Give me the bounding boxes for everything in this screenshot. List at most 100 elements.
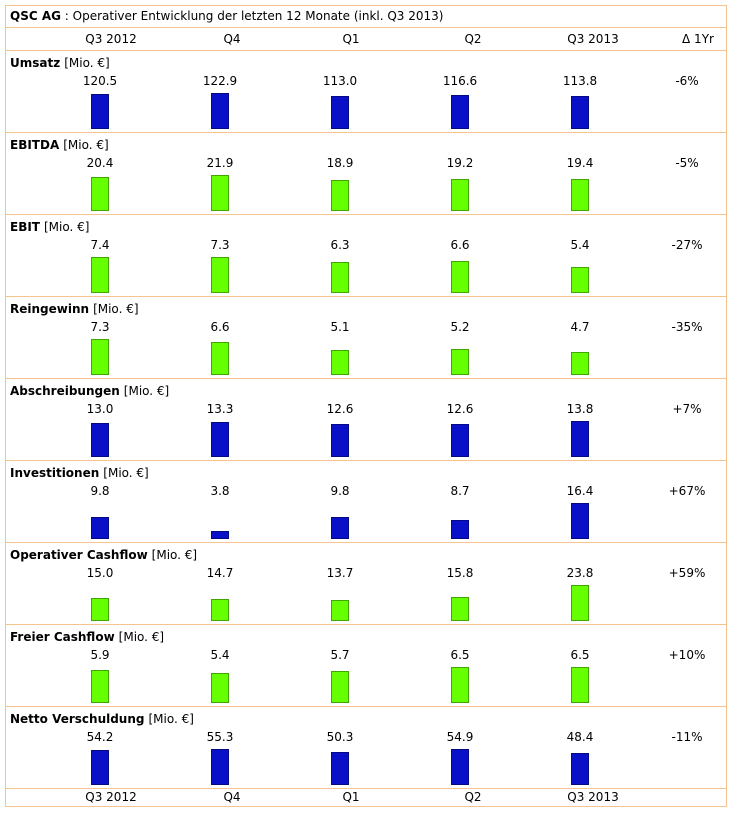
divider <box>6 624 726 625</box>
data-label: 113.0 <box>322 74 358 88</box>
change-label: +7% <box>672 402 702 416</box>
bar <box>451 424 469 457</box>
divider <box>6 788 726 789</box>
metric-unit: [Mio. €] <box>118 630 165 644</box>
bar <box>571 421 589 457</box>
bar <box>331 262 349 293</box>
data-label: 23.8 <box>566 566 594 580</box>
data-label: 5.4 <box>210 648 230 662</box>
bar <box>211 175 229 211</box>
metric-title: Netto Verschuldung [Mio. €] <box>10 712 194 726</box>
data-label: 16.4 <box>566 484 594 498</box>
company-name: QSC AG <box>10 9 61 23</box>
bar <box>451 667 469 703</box>
data-label: 7.4 <box>90 238 110 252</box>
change-label: +10% <box>668 648 706 662</box>
data-label: 13.7 <box>326 566 354 580</box>
data-label: 13.3 <box>206 402 234 416</box>
change-label: -6% <box>675 74 699 88</box>
data-label: 21.9 <box>206 156 234 170</box>
data-label: 19.4 <box>566 156 594 170</box>
metric-title: Investitionen [Mio. €] <box>10 466 149 480</box>
metric-unit: [Mio. €] <box>93 302 139 316</box>
data-label: 6.6 <box>450 238 470 252</box>
metric-unit: [Mio. €] <box>151 548 198 562</box>
title-subtitle: : Operativer Entwicklung der letzten 12 … <box>60 9 444 23</box>
metric-title: Reingewinn [Mio. €] <box>10 302 139 316</box>
data-label: 5.7 <box>330 648 350 662</box>
bar <box>451 597 469 621</box>
metric-name: Umsatz <box>10 56 61 70</box>
change-label: -11% <box>671 730 703 744</box>
data-label: 113.8 <box>562 74 598 88</box>
divider <box>6 542 726 543</box>
column-header-q3-2012: Q3 2012 <box>85 32 137 46</box>
change-label: +59% <box>668 566 706 580</box>
data-label: 6.5 <box>450 648 470 662</box>
data-label: 6.5 <box>570 648 590 662</box>
metric-name: Netto Verschuldung <box>10 712 145 726</box>
bar <box>571 503 589 539</box>
data-label: 4.7 <box>570 320 590 334</box>
divider <box>6 460 726 461</box>
bar <box>331 752 349 785</box>
data-label: 6.3 <box>330 238 350 252</box>
bar <box>571 179 589 211</box>
metric-unit: [Mio. €] <box>63 138 109 152</box>
column-footer-q3-2013: Q3 2013 <box>567 790 619 804</box>
data-label: 6.6 <box>210 320 230 334</box>
chart-panel: QSC AG : Operativer Entwicklung der letz… <box>5 5 727 807</box>
bar <box>331 424 349 457</box>
bar <box>571 585 589 621</box>
data-label: 48.4 <box>566 730 594 744</box>
change-label: +67% <box>668 484 706 498</box>
column-header-q4: Q4 <box>223 32 241 46</box>
bar <box>211 342 229 375</box>
divider <box>6 132 726 133</box>
data-label: 15.8 <box>446 566 474 580</box>
data-label: 5.9 <box>90 648 110 662</box>
data-label: 54.2 <box>86 730 114 744</box>
metric-title: EBITDA [Mio. €] <box>10 138 109 152</box>
data-label: 14.7 <box>206 566 234 580</box>
bar <box>211 257 229 293</box>
bar <box>91 257 109 293</box>
bar <box>91 423 109 457</box>
column-footer-q2: Q2 <box>464 790 482 804</box>
bar <box>91 517 109 539</box>
column-header-change: Δ 1Yr <box>682 32 714 46</box>
bar <box>571 96 589 129</box>
data-label: 13.0 <box>86 402 114 416</box>
divider <box>6 706 726 707</box>
bar <box>211 93 229 129</box>
data-label: 50.3 <box>326 730 354 744</box>
bar <box>331 517 349 539</box>
data-label: 7.3 <box>210 238 230 252</box>
bar <box>211 422 229 457</box>
data-label: 5.4 <box>570 238 590 252</box>
divider <box>6 27 726 28</box>
metric-title: Freier Cashflow [Mio. €] <box>10 630 164 644</box>
metric-name: Freier Cashflow <box>10 630 115 644</box>
column-footer-q4: Q4 <box>223 790 241 804</box>
data-label: 7.3 <box>90 320 110 334</box>
data-label: 20.4 <box>86 156 114 170</box>
bar <box>91 177 109 211</box>
metric-title: Abschreibungen [Mio. €] <box>10 384 169 398</box>
bar <box>451 95 469 129</box>
metric-name: Reingewinn <box>10 302 90 316</box>
bar <box>451 520 469 539</box>
data-label: 3.8 <box>210 484 230 498</box>
bar <box>331 350 349 375</box>
data-label: 13.8 <box>566 402 594 416</box>
data-label: 116.6 <box>442 74 478 88</box>
metric-unit: [Mio. €] <box>148 712 194 726</box>
bar <box>91 750 109 785</box>
metric-name: EBIT <box>10 220 40 234</box>
bar <box>211 673 229 703</box>
metric-unit: [Mio. €] <box>123 384 170 398</box>
data-label: 19.2 <box>446 156 474 170</box>
metric-name: Investitionen <box>10 466 100 480</box>
metric-name: Operativer Cashflow <box>10 548 148 562</box>
divider <box>6 378 726 379</box>
